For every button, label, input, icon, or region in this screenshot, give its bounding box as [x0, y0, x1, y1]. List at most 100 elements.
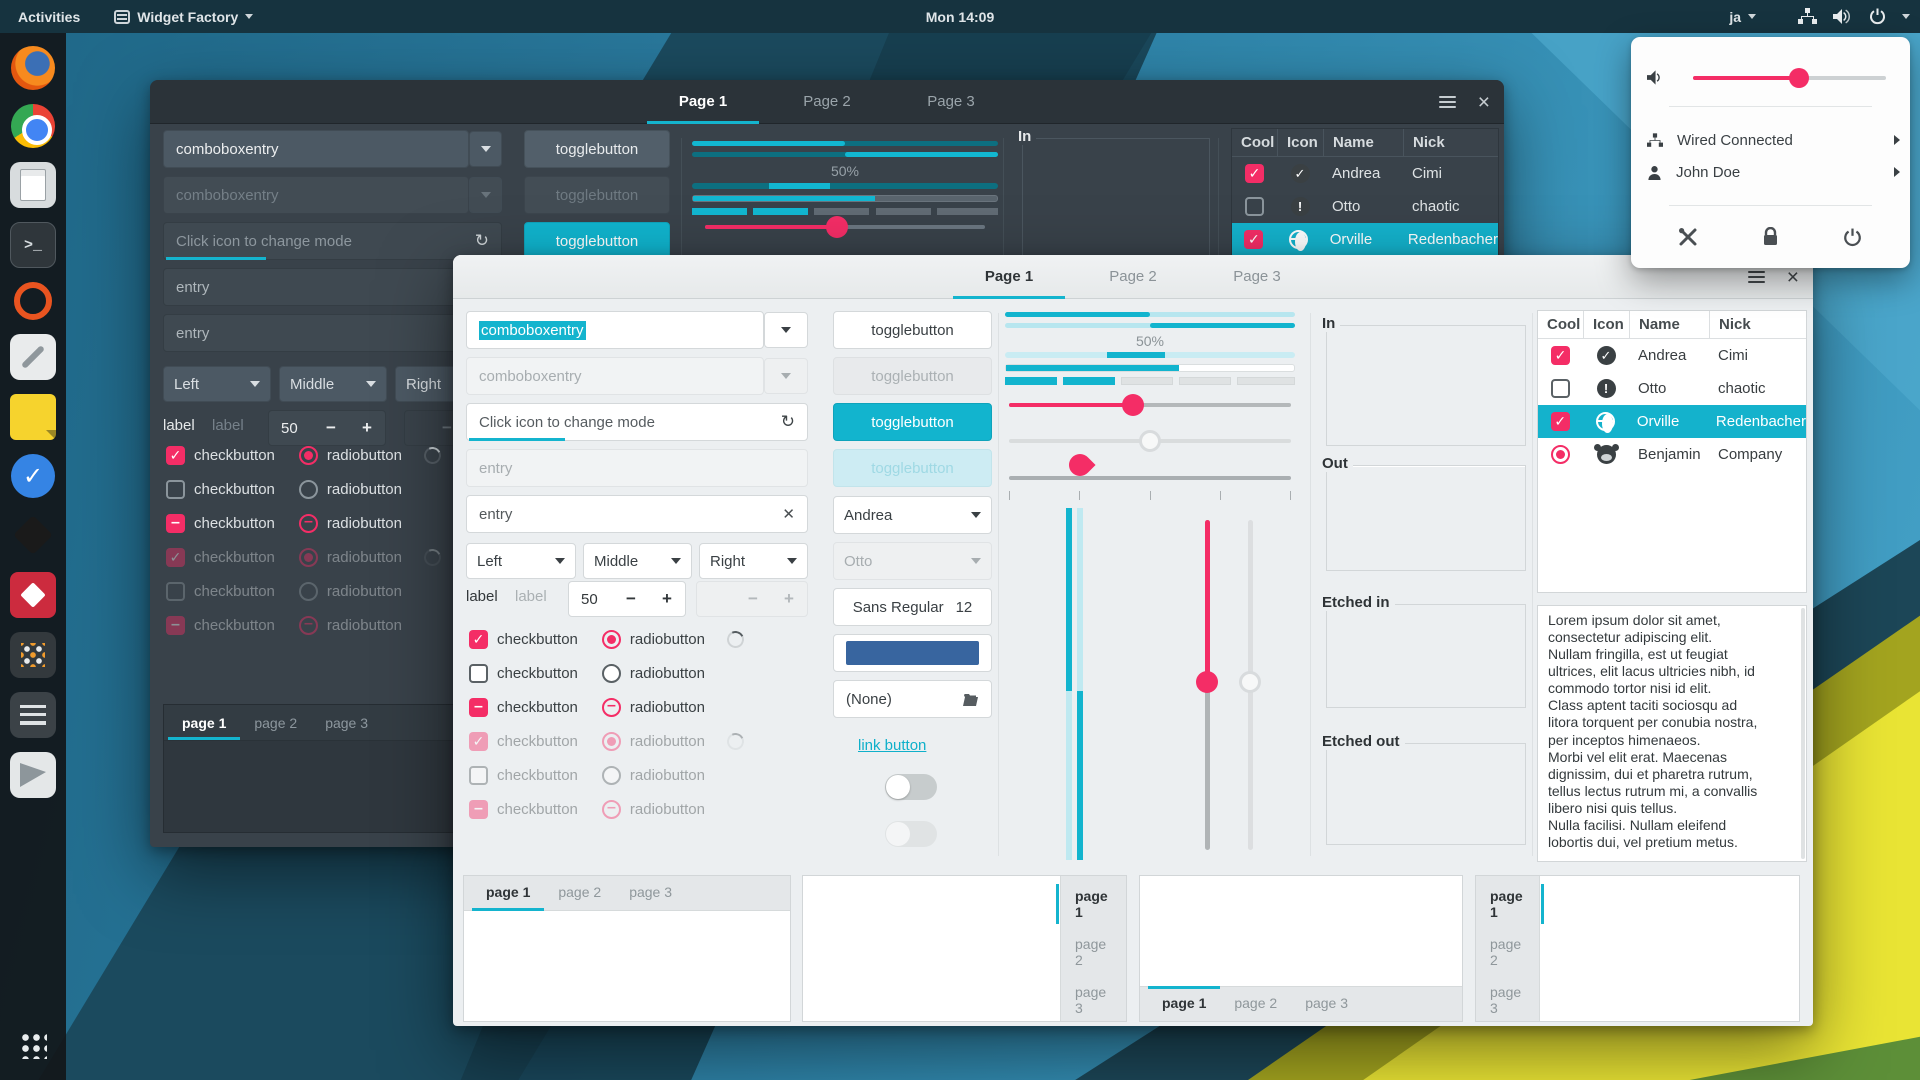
textview[interactable]: Lorem ipsum dolor sit amet, consectetur …: [1537, 605, 1807, 862]
comboboxentry-dropdown-button[interactable]: [469, 131, 502, 167]
checkbox-checked[interactable]: [166, 445, 185, 465]
spin-minus-button[interactable]: −: [626, 589, 636, 608]
align-select-middle[interactable]: Middle: [583, 543, 692, 579]
refresh-icon[interactable]: ↻: [780, 412, 795, 431]
settings-button[interactable]: [1671, 220, 1705, 254]
close-icon[interactable]: ×: [1477, 90, 1490, 114]
notebook-tab[interactable]: page 3: [629, 884, 673, 900]
tree-header-icon[interactable]: Icon: [1583, 311, 1629, 338]
tree-header-name[interactable]: Name: [1629, 311, 1709, 338]
row-checkbox[interactable]: [1550, 412, 1570, 431]
checkbox-checked[interactable]: [469, 629, 488, 649]
row-checkbox[interactable]: [1245, 197, 1264, 216]
refresh-icon[interactable]: ↻: [474, 231, 489, 250]
tree-header-nick[interactable]: Nick: [1403, 129, 1498, 156]
slider-pin-knob[interactable]: [1063, 449, 1096, 481]
checkbox-mixed[interactable]: [469, 697, 488, 717]
clear-icon[interactable]: ✕: [782, 506, 795, 523]
radio-mixed[interactable]: [601, 697, 621, 717]
checkbox-unchecked[interactable]: [166, 479, 185, 499]
row-checkbox[interactable]: [1551, 379, 1570, 398]
tree-header-cool[interactable]: Cool: [1241, 134, 1275, 151]
notebook-tab[interactable]: page 1: [1056, 880, 1126, 928]
todo-icon[interactable]: ✓: [11, 454, 55, 498]
radio-unselected[interactable]: [601, 663, 621, 683]
notebook-tab[interactable]: page 1: [1476, 880, 1544, 928]
power-button[interactable]: [1835, 220, 1869, 254]
notebook-tab[interactable]: page 1: [1148, 986, 1221, 1021]
checkbox-mixed[interactable]: [166, 513, 185, 533]
spinbutton[interactable]: 50 − +: [568, 581, 686, 617]
notebook-tab-page3[interactable]: page 3: [325, 714, 369, 731]
row-checkbox[interactable]: [1244, 230, 1264, 249]
spin-plus-button[interactable]: +: [362, 418, 372, 437]
spin-plus-button[interactable]: +: [662, 589, 672, 608]
tree-header-nick[interactable]: Nick: [1709, 311, 1806, 338]
power-icon[interactable]: [1869, 8, 1886, 25]
notebook-tab[interactable]: page 2: [1075, 936, 1107, 968]
menu-icon[interactable]: [1438, 96, 1456, 108]
lock-button[interactable]: [1753, 220, 1787, 254]
radio-selected[interactable]: [298, 445, 318, 465]
tab-page-3[interactable]: Page 3: [1233, 267, 1281, 285]
row-checkbox[interactable]: [1551, 346, 1570, 365]
checkbox-unchecked[interactable]: [469, 663, 488, 683]
align-select-left[interactable]: Left: [466, 543, 576, 579]
align-select-left[interactable]: Left: [163, 366, 271, 402]
app-grid-icon[interactable]: [10, 1022, 56, 1068]
file-chooser-button[interactable]: (None): [833, 680, 992, 718]
name-select[interactable]: Andrea: [833, 496, 992, 534]
notebook-tab-page1[interactable]: page 1: [168, 705, 241, 740]
row-checkbox[interactable]: [1245, 164, 1264, 183]
app-dots-icon[interactable]: [10, 632, 56, 678]
tree-header-cool[interactable]: Cool: [1547, 316, 1581, 333]
tab-page-1[interactable]: Page 1: [953, 255, 1065, 299]
togglebutton-active[interactable]: togglebutton: [833, 403, 992, 441]
notebook-tab-page2[interactable]: page 2: [254, 714, 298, 731]
row-radio[interactable]: [1551, 445, 1570, 464]
tab-page-3[interactable]: Page 3: [927, 92, 975, 110]
link-button[interactable]: link button: [858, 737, 927, 754]
network-icon[interactable]: [1798, 8, 1817, 25]
tree-row[interactable]: ! Otto chaotic: [1232, 190, 1498, 223]
scrollbar[interactable]: [1801, 608, 1805, 859]
switch-off[interactable]: [885, 774, 937, 800]
comboboxentry-input[interactable]: comboboxentry: [466, 311, 764, 349]
timer-icon[interactable]: [14, 282, 52, 320]
entry-field-clear[interactable]: entry✕: [163, 314, 502, 352]
tab-page-1[interactable]: Page 1: [647, 80, 759, 124]
volume-knob[interactable]: [1789, 68, 1810, 88]
comboboxentry-dropdown-button[interactable]: [764, 312, 808, 348]
radio-selected[interactable]: [601, 629, 621, 649]
tab-page-2[interactable]: Page 2: [803, 92, 851, 110]
package-icon[interactable]: [10, 572, 56, 618]
tree-header-icon[interactable]: Icon: [1277, 129, 1323, 156]
hslider-dark[interactable]: [705, 216, 985, 238]
align-select-right[interactable]: Right: [699, 543, 808, 579]
tree-row[interactable]: Benjamin Company: [1538, 438, 1806, 471]
notebook-tab[interactable]: page 2: [1490, 936, 1522, 968]
inkscape-icon[interactable]: [10, 512, 56, 558]
tab-page-2[interactable]: Page 2: [1109, 267, 1157, 285]
notebook-tab[interactable]: page 3: [1490, 984, 1522, 1016]
font-button[interactable]: Sans Regular 12: [833, 588, 992, 626]
togglebutton-active[interactable]: togglebutton: [524, 222, 670, 260]
menu-icon[interactable]: [1747, 271, 1765, 283]
files-icon[interactable]: [10, 162, 56, 208]
radio-unselected[interactable]: [298, 479, 318, 499]
terminal-icon[interactable]: [10, 222, 56, 268]
close-icon[interactable]: ×: [1786, 265, 1799, 289]
screenshot-icon[interactable]: [10, 752, 56, 798]
app-menu-button[interactable]: Widget Factory: [110, 0, 257, 33]
notebook-tab[interactable]: page 1: [472, 876, 545, 911]
volume-icon[interactable]: [1833, 8, 1853, 25]
slider-knob[interactable]: [825, 216, 848, 238]
notebook-tab[interactable]: page 2: [558, 884, 602, 900]
mode-entry[interactable]: Click icon to change mode ↻: [163, 222, 502, 260]
activities-button[interactable]: Activities: [14, 0, 84, 33]
firefox-icon[interactable]: [11, 46, 55, 90]
